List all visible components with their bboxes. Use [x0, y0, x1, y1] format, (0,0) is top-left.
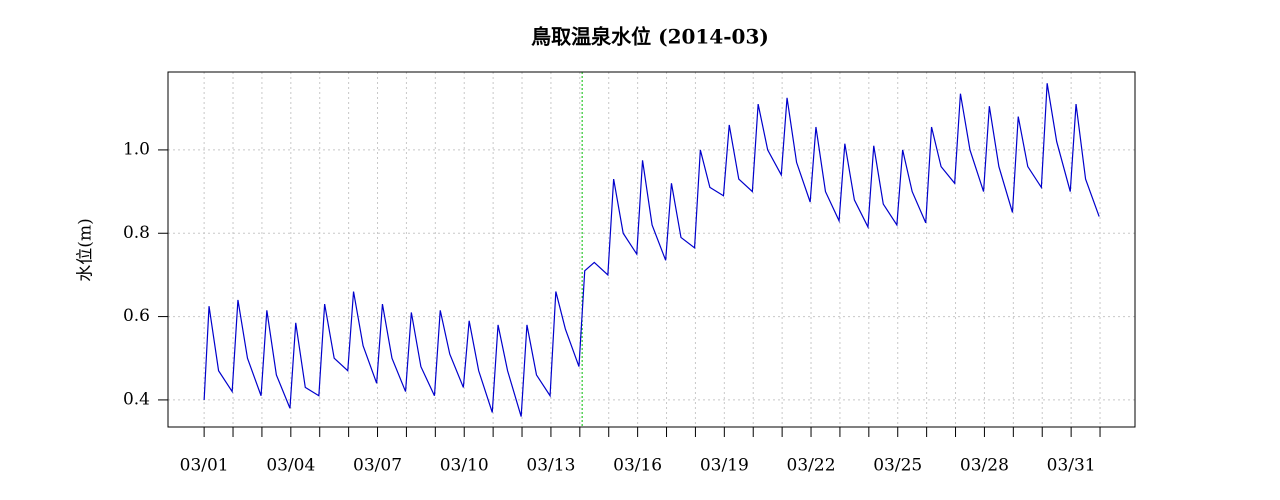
x-tick-label: 03/19 — [700, 456, 749, 476]
chart-title: 鳥取温泉水位 (2014-03) — [531, 25, 769, 49]
x-tick-label: 03/16 — [613, 456, 662, 476]
y-tick-label: 0.4 — [123, 389, 150, 409]
x-tick-label: 03/01 — [180, 456, 229, 476]
x-tick-label: 03/07 — [353, 456, 402, 476]
y-tick-label: 0.6 — [123, 306, 150, 326]
plot-frame — [167, 71, 1136, 428]
x-tick-label: 03/22 — [787, 456, 836, 476]
x-tick-label: 03/28 — [960, 456, 1009, 476]
x-tick-label: 03/25 — [873, 456, 922, 476]
x-tick-label: 03/31 — [1047, 456, 1096, 476]
x-tick-label: 03/04 — [266, 456, 315, 476]
data-line — [203, 83, 1100, 417]
y-axis-label: 水位(m) — [76, 218, 96, 281]
x-tick-label: 03/10 — [440, 456, 489, 476]
y-tick-label: 0.8 — [123, 223, 150, 243]
x-tick-label: 03/13 — [526, 456, 575, 476]
y-tick-label: 1.0 — [123, 139, 150, 159]
